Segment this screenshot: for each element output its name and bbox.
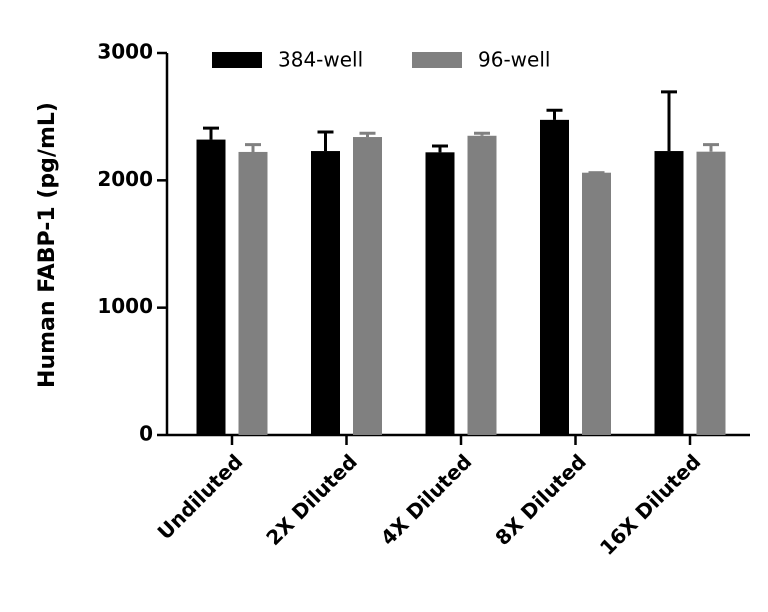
error-bar [546, 108, 563, 120]
error-bar [432, 144, 448, 153]
y-tick-label: 2000 [97, 167, 153, 191]
bar [654, 151, 684, 435]
x-tick-label: 8X Diluted [490, 449, 591, 550]
bar [196, 139, 226, 435]
error-bar [245, 143, 261, 152]
error-bar [661, 90, 677, 152]
bar [467, 135, 497, 435]
y-axis-label: Human FABP-1 (pg/mL) [35, 102, 60, 388]
x-tick-label: 2X Diluted [261, 449, 362, 550]
legend-label: 96-well [478, 48, 550, 72]
legend-label: 384-well [278, 48, 363, 72]
error-bar [474, 131, 490, 136]
y-tick-label: 3000 [97, 40, 153, 64]
y-tick-label: 0 [139, 422, 153, 446]
error-bar [203, 126, 219, 140]
bar [425, 152, 455, 435]
error-bar [703, 143, 719, 152]
error-bar [359, 131, 376, 138]
x-tick-label: 16X Diluted [595, 449, 705, 559]
bar [311, 151, 340, 435]
bar [696, 151, 726, 435]
bar [238, 151, 268, 436]
bar [540, 119, 569, 435]
x-tick-label: 4X Diluted [376, 449, 477, 550]
legend-swatch [412, 52, 462, 68]
x-tick-label: Undiluted [153, 449, 248, 544]
y-tick-label: 1000 [97, 294, 153, 318]
bar [582, 172, 611, 435]
bar [353, 137, 382, 436]
error-bar [317, 130, 334, 152]
legend-swatch [212, 52, 262, 68]
